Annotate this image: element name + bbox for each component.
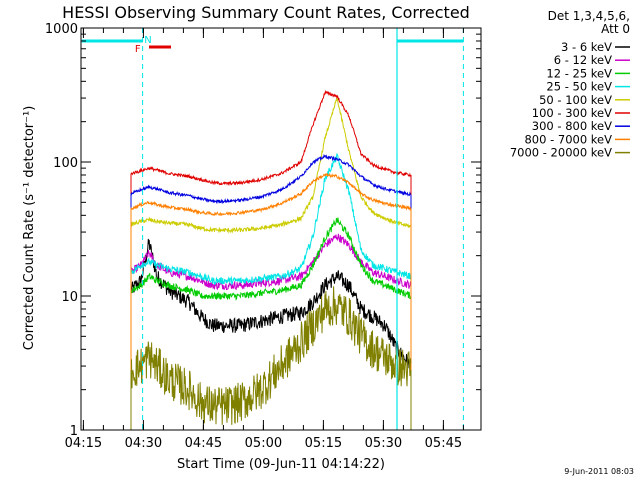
y-tick-label: 100 (53, 156, 78, 171)
legend-header-line-1: Det 1,3,4,5,6, (548, 9, 630, 23)
y-axis-label: Corrected Count Rate (s⁻¹ detector⁻¹) (22, 106, 37, 351)
legend-entry-label: 7000 - 20000 keV (510, 146, 612, 160)
night-marker-label: N (144, 35, 151, 46)
legend-entry-label: 3 - 6 keV (561, 40, 612, 54)
legend-entry-label: 25 - 50 keV (546, 80, 612, 94)
series-line (130, 89, 412, 187)
series-line (130, 286, 412, 425)
series-line (130, 97, 412, 234)
x-tick-label: 04:15 (65, 436, 102, 451)
series-line (130, 153, 412, 286)
x-tick-label: 05:45 (425, 436, 462, 451)
legend-entry-label: 800 - 7000 keV (524, 132, 612, 146)
legend-entry-label: 300 - 800 keV (532, 119, 612, 133)
legend-entry-label: 100 - 300 keV (532, 106, 612, 120)
series-6-12-kev (130, 233, 412, 430)
legend-header-line-2: Att 0 (601, 22, 630, 36)
y-tick-label: 10 (61, 290, 78, 305)
x-axis-label: Start Time (09-Jun-11 04:14:22) (177, 457, 385, 472)
y-tick-label: 1000 (45, 22, 78, 37)
series-line (130, 217, 412, 301)
x-tick-label: 04:30 (125, 436, 162, 451)
chart-title: HESSI Observing Summary Count Rates, Cor… (62, 3, 470, 22)
series-line (130, 153, 411, 205)
legend-entry-label: 6 - 12 keV (554, 53, 612, 67)
legend-entry-label: 50 - 100 keV (539, 93, 612, 107)
footer-timestamp: 9-Jun-2011 08:03 (564, 467, 634, 476)
series-line (130, 233, 412, 291)
plot-frame (80, 27, 482, 431)
series-line (130, 238, 412, 373)
y-tick-label: 1 (70, 424, 78, 439)
series-line (130, 172, 411, 217)
flare-marker-label: F (135, 44, 141, 55)
plot-area: FN 1 10 100 1000 04:15 04:30 04:45 05:00 05:15 05:… (45, 22, 482, 451)
x-tick-label: 05:15 (305, 436, 342, 451)
legend-header: Det 1,3,4,5,6, Att 0 (548, 9, 630, 36)
series-7000-20000-kev (130, 286, 412, 430)
x-tick-label: 05:30 (365, 436, 402, 451)
legend-entry-label: 12 - 25 keV (546, 66, 612, 80)
x-tick-label: 05:00 (245, 436, 282, 451)
series-12-25-kev (130, 217, 412, 430)
x-tick-label: 04:45 (185, 436, 222, 451)
